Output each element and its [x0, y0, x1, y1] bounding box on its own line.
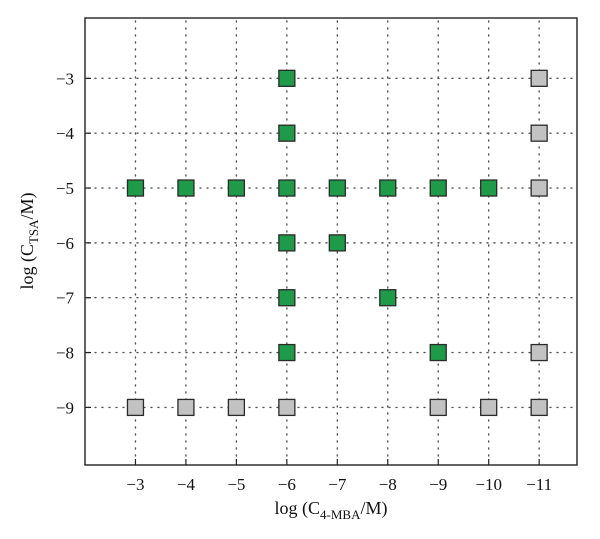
- x-tick-labels: −3 −4 −5 −6 −7 −8 −9 −10 −11: [126, 475, 552, 494]
- gray-square-point: [530, 124, 548, 142]
- x-tick-label: −3: [126, 475, 144, 494]
- gray-square-point: [126, 398, 145, 417]
- y-tick-label: −8: [56, 344, 74, 363]
- x-tick-label: −6: [278, 475, 296, 494]
- green-square-point: [429, 179, 447, 197]
- gray-square-point: [530, 398, 548, 417]
- x-tick-label: −8: [379, 475, 397, 494]
- gray-square-point: [530, 69, 548, 87]
- x-tick-label: −9: [429, 475, 447, 494]
- gray-square-point: [227, 398, 246, 417]
- green-square-point: [278, 179, 296, 197]
- x-axis-label: log (C4-MBA/M): [275, 498, 388, 522]
- gray-square-point: [429, 398, 447, 417]
- x-tick-label: −7: [328, 475, 347, 494]
- green-square-point: [278, 69, 296, 87]
- y-axis-label: log (CTSA/M): [17, 192, 41, 289]
- green-square-point: [278, 234, 296, 252]
- green-square-point: [278, 124, 296, 142]
- gray-square-point: [480, 398, 498, 417]
- axis-ticks: [85, 77, 540, 465]
- gray-square-point: [177, 398, 195, 417]
- green-square-point: [227, 179, 246, 197]
- green-square-point: [278, 289, 296, 307]
- x-tick-label: −11: [526, 475, 552, 494]
- y-tick-label: −3: [56, 69, 74, 88]
- data-points: [126, 69, 548, 417]
- gray-square-point: [530, 343, 548, 362]
- y-tick-labels: −3 −4 −5 −6 −7 −8 −9: [56, 69, 75, 417]
- green-square-point: [379, 179, 397, 197]
- x-tick-label: −4: [177, 475, 196, 494]
- gray-square-point: [278, 398, 296, 417]
- x-tick-label: −10: [475, 475, 502, 494]
- green-square-point: [328, 179, 346, 197]
- y-tick-label: −9: [56, 398, 74, 417]
- green-square-point: [177, 179, 195, 197]
- x-tick-label: −5: [227, 475, 245, 494]
- gray-square-point: [530, 179, 548, 197]
- green-square-point: [328, 234, 346, 252]
- plot-frame: [84, 17, 578, 466]
- y-tick-label: −7: [56, 289, 75, 308]
- green-square-point: [480, 179, 498, 197]
- y-tick-label: −4: [56, 124, 75, 143]
- green-square-point: [278, 343, 296, 362]
- green-square-point: [126, 179, 145, 197]
- y-tick-label: −6: [56, 234, 74, 253]
- y-tick-label: −5: [56, 179, 74, 198]
- green-square-point: [429, 343, 447, 362]
- green-square-point: [379, 289, 397, 307]
